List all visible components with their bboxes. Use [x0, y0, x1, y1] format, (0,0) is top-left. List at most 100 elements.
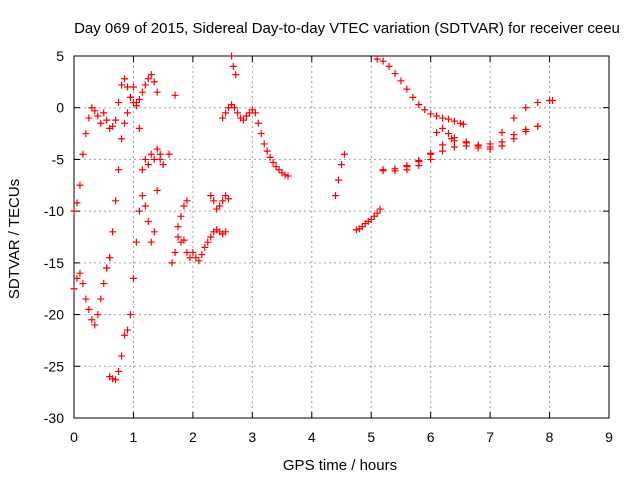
- data-point: [129, 274, 137, 282]
- series-track-j: [228, 52, 240, 79]
- data-point: [76, 181, 84, 189]
- data-point: [450, 117, 458, 125]
- series-track-a: [70, 71, 161, 215]
- data-point: [103, 264, 111, 272]
- y-tick-label: -30: [44, 410, 64, 426]
- data-point: [82, 295, 90, 303]
- data-point: [109, 375, 117, 383]
- data-point: [159, 161, 167, 169]
- data-point: [135, 124, 143, 132]
- y-tick-label: -10: [44, 203, 64, 219]
- data-point: [415, 101, 423, 109]
- data-point: [91, 107, 99, 115]
- data-point: [112, 116, 120, 124]
- data-point: [439, 141, 447, 149]
- x-axis-label: GPS time / hours: [283, 457, 397, 474]
- data-point: [124, 83, 131, 91]
- data-point: [115, 99, 123, 107]
- data-point: [94, 311, 102, 319]
- data-point: [109, 228, 117, 236]
- data-point: [97, 295, 105, 303]
- data-points: [70, 52, 557, 384]
- data-point: [231, 104, 238, 112]
- data-point: [228, 52, 236, 60]
- axis-ticks: 0 1 2 3 4 5 6 7 8 9 -30 -25 -20 -15 -10 -5 0 5: [44, 48, 613, 445]
- x-tick-label: 7: [486, 429, 494, 445]
- data-point: [260, 140, 268, 148]
- data-point: [222, 192, 230, 200]
- data-point: [138, 192, 146, 200]
- x-tick-label: 6: [427, 429, 435, 445]
- data-point: [415, 157, 423, 165]
- data-point: [358, 223, 366, 231]
- x-tick-label: 0: [70, 429, 78, 445]
- data-point: [115, 367, 123, 375]
- data-point: [549, 96, 557, 104]
- series-track-k: [159, 91, 179, 169]
- data-point: [373, 209, 381, 217]
- data-point: [263, 147, 271, 155]
- series-track-d: [103, 83, 143, 272]
- data-point: [79, 150, 87, 158]
- x-tick-label: 3: [248, 429, 256, 445]
- data-point: [272, 163, 280, 171]
- data-point: [522, 125, 530, 133]
- data-point: [242, 112, 250, 120]
- data-point: [510, 131, 518, 139]
- data-point: [254, 119, 262, 127]
- data-point: [171, 91, 179, 99]
- data-point: [445, 115, 452, 123]
- data-point: [232, 71, 240, 79]
- data-point: [144, 75, 152, 83]
- data-point: [198, 251, 206, 259]
- y-tick-label: -15: [44, 255, 64, 271]
- y-axis-label: SDTVAR / TECUs: [6, 179, 23, 299]
- data-point: [275, 166, 283, 174]
- x-tick-label: 9: [605, 429, 613, 445]
- series-track-e: [138, 145, 164, 174]
- series-track-g: [174, 197, 191, 231]
- data-point: [409, 93, 417, 101]
- chart-title: Day 069 of 2015, Sidereal Day-to-day VTE…: [74, 20, 620, 37]
- data-point: [183, 249, 191, 257]
- series-track-r: [433, 124, 455, 143]
- data-point: [439, 147, 447, 155]
- data-point: [132, 238, 140, 246]
- data-point: [462, 139, 470, 147]
- data-point: [228, 101, 236, 109]
- data-point: [534, 122, 542, 130]
- data-point: [338, 161, 345, 169]
- data-point: [201, 243, 209, 251]
- y-tick-label: 0: [56, 100, 64, 116]
- data-point: [118, 81, 126, 89]
- data-point: [112, 197, 120, 205]
- series-track-i: [219, 101, 292, 180]
- data-point: [385, 62, 393, 70]
- x-tick-label: 2: [189, 429, 197, 445]
- data-point: [174, 233, 182, 241]
- data-point: [213, 205, 221, 213]
- plot-frame: [73, 55, 610, 419]
- x-tick-label: 5: [367, 429, 375, 445]
- series-track-h: [207, 192, 233, 213]
- data-point: [135, 207, 143, 215]
- data-point: [177, 212, 185, 220]
- series-track-q: [403, 122, 542, 171]
- data-point: [153, 145, 161, 153]
- data-point: [118, 135, 126, 143]
- y-tick-label: -20: [44, 307, 64, 323]
- data-point: [147, 238, 155, 246]
- data-point: [376, 205, 384, 213]
- data-point: [427, 110, 435, 118]
- series-track-c: [106, 155, 164, 384]
- data-point: [207, 192, 215, 200]
- data-point: [150, 78, 158, 86]
- data-point: [100, 109, 108, 117]
- data-point: [91, 321, 99, 329]
- data-point: [132, 99, 140, 107]
- data-point: [126, 311, 134, 319]
- data-point: [124, 109, 131, 117]
- data-point: [124, 326, 131, 334]
- data-point: [165, 150, 173, 158]
- data-point: [141, 155, 149, 163]
